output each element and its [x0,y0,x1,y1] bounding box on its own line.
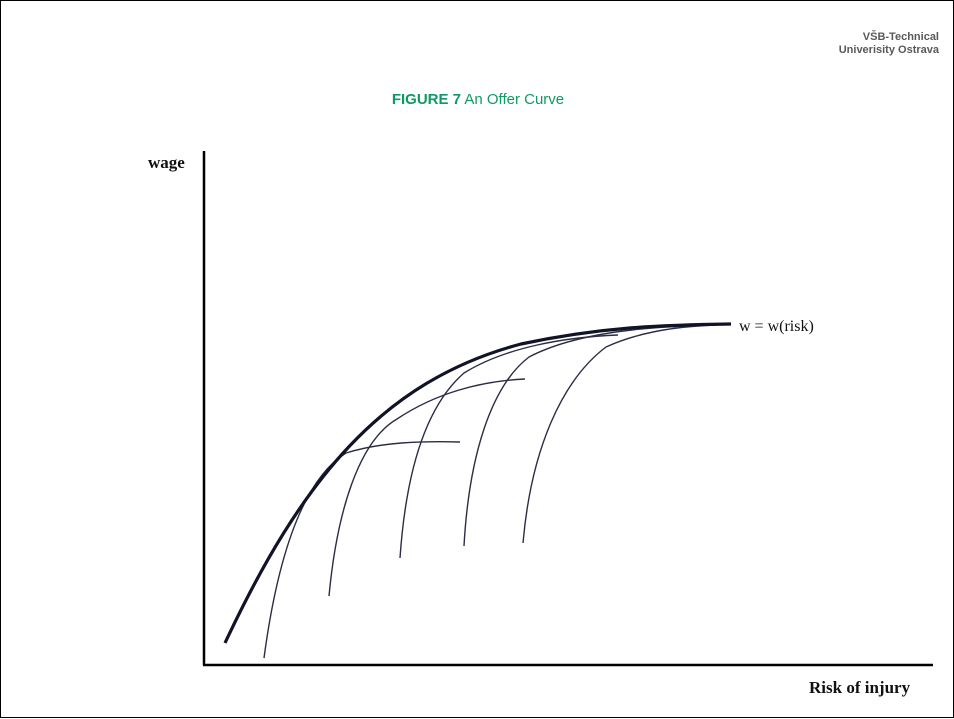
x-axis-label: Risk of injury [809,678,911,697]
figure-number: FIGURE 7 [391,91,462,108]
indifference-curve-2 [328,378,526,597]
indifference-curve-4 [463,325,688,547]
y-axis-label: wage [148,153,185,172]
offer-curve [223,322,732,644]
institution-line-1: VŠB-Technical [862,31,939,43]
indifference-curve-3 [399,334,619,559]
indifference-curves [263,324,718,659]
figure-caption: An Offer Curve [464,91,565,108]
figure-title: FIGURE 7 An Offer Curve [1,91,954,108]
indifference-curve-1 [263,441,461,659]
institution-label: VŠB-Technical Univerisity Ostrava [839,31,939,57]
indifference-curve-5 [522,324,718,544]
offer-curve-label: w = w(risk) [739,318,814,335]
institution-line-2: Univerisity Ostrava [838,44,939,56]
